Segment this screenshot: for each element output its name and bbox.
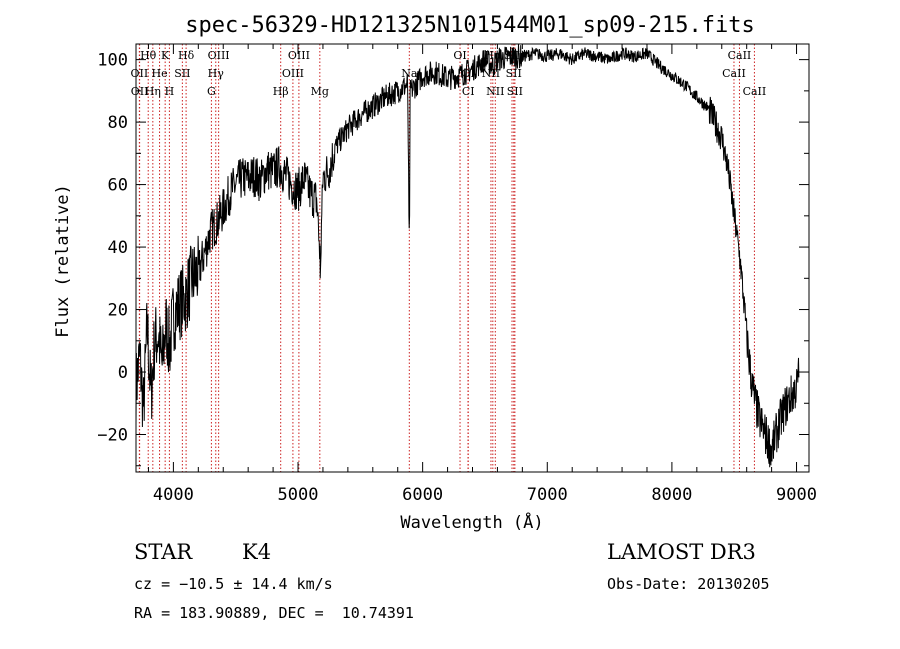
- emission-line-label: OIII: [288, 49, 310, 62]
- emission-line-label: Hβ: [273, 85, 289, 98]
- survey-name: LAMOST DR3: [607, 540, 756, 564]
- emission-line-label: G: [207, 85, 216, 98]
- x-tick-label: 4000: [153, 485, 194, 505]
- emission-line-label: K: [161, 49, 170, 62]
- emission-line-label: OI: [453, 49, 466, 62]
- y-axis-ticks: −20 0 20 40 60 80 100: [97, 51, 809, 467]
- y-tick-label: 80: [108, 113, 128, 133]
- emission-line-label: Hγ: [208, 67, 225, 80]
- y-axis-label: Flux (relative): [53, 184, 73, 338]
- y-tick-label: 100: [97, 51, 128, 71]
- redshift-cz: cz = −10.5 ± 14.4 km/s: [134, 575, 333, 593]
- chart-title: spec-56329-HD121325N101544M01_sp09-215.f…: [185, 13, 755, 38]
- emission-line-label: OII: [131, 85, 149, 98]
- emission-line-label: OIII: [282, 67, 304, 80]
- emission-line-label: Hθ: [140, 49, 157, 62]
- x-axis-ticks: 4000 5000 6000 7000 8000 9000: [147, 44, 817, 505]
- x-tick-label: 6000: [402, 485, 443, 505]
- emission-line-label: SII: [174, 67, 190, 80]
- x-tick-label: 5000: [278, 485, 319, 505]
- emission-line-label: Hδ: [178, 49, 195, 62]
- emission-line-label: OIII: [208, 49, 230, 62]
- emission-line-label: CI: [462, 85, 475, 98]
- emission-line-label: CaII: [722, 67, 746, 80]
- y-tick-label: −20: [97, 426, 128, 446]
- y-tick-label: 0: [118, 363, 128, 383]
- y-tick-label: 60: [108, 176, 128, 196]
- y-tick-label: 40: [108, 238, 128, 258]
- x-tick-label: 8000: [651, 485, 692, 505]
- emission-line-label: SII: [507, 85, 523, 98]
- emission-line-label: Mg: [311, 85, 329, 98]
- coordinates: RA = 183.90889, DEC = 10.74391: [134, 604, 414, 622]
- emission-line-label: He: [152, 67, 168, 80]
- spectral-subclass: K4: [242, 540, 272, 564]
- emission-line-label: Na: [401, 67, 418, 80]
- flux-line: [135, 44, 800, 468]
- emission-line-label: H: [165, 85, 175, 98]
- emission-line-label: NII: [486, 85, 504, 98]
- observation-date: Obs-Date: 20130205: [607, 575, 770, 593]
- y-tick-label: 20: [108, 301, 128, 321]
- x-axis-label: Wavelength (Å): [400, 511, 543, 533]
- emission-line-label: SII: [506, 67, 522, 80]
- emission-line-markers: [138, 44, 755, 472]
- emission-line-label: CaII: [728, 49, 752, 62]
- emission-line-label: CaII: [743, 85, 767, 98]
- x-tick-label: 9000: [776, 485, 817, 505]
- object-class: STAR: [134, 540, 193, 564]
- emission-line-label: OII: [131, 67, 149, 80]
- x-tick-label: 7000: [527, 485, 568, 505]
- spectrum-series: [135, 44, 800, 468]
- emission-line-label: Hη: [145, 85, 161, 98]
